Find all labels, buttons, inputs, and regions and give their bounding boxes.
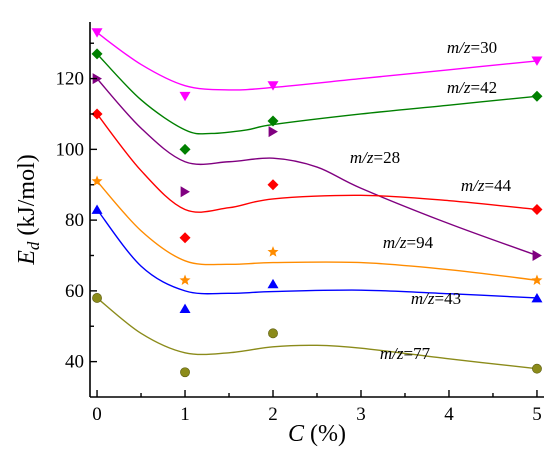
- series-label: m/z=42: [447, 78, 497, 97]
- data-point: [531, 204, 543, 215]
- x-tick-label: 1: [180, 404, 190, 425]
- y-tick-label: 40: [65, 352, 84, 373]
- fit-curve: [96, 209, 537, 299]
- x-axis-variable: C: [288, 421, 305, 447]
- data-point: [531, 292, 543, 303]
- y-tick-label: 100: [56, 139, 85, 160]
- axis-ticks: 0 1 2 3 4 5 40 60 80 100 120: [56, 42, 542, 425]
- y-tick-label: 120: [56, 69, 85, 90]
- data-point: [268, 126, 278, 138]
- data-point: [267, 179, 279, 191]
- data-point: [179, 91, 191, 102]
- series-label-suffix: =94: [407, 233, 434, 252]
- x-axis-title: C (%): [288, 421, 346, 447]
- fit-curve: [96, 53, 538, 135]
- data-point: [531, 56, 543, 66]
- series-label: m/z=77: [380, 344, 431, 363]
- series-label-prefix: m/z: [411, 289, 435, 308]
- data-point: [179, 232, 191, 244]
- series-label-suffix: =30: [471, 38, 498, 57]
- series-label-suffix: =43: [435, 289, 462, 308]
- data-point: [180, 186, 190, 198]
- series-label-prefix: m/z: [383, 233, 407, 252]
- data-point: [179, 274, 191, 285]
- series-labels: m/z=30m/z=42m/z=28m/z=44m/z=94m/z=43m/z=…: [350, 38, 512, 363]
- series-label: m/z=30: [447, 38, 497, 57]
- y-axis-subscript: d: [24, 241, 43, 250]
- data-point: [267, 81, 279, 91]
- y-tick-label: 80: [65, 210, 84, 231]
- data-point: [92, 293, 102, 303]
- series-label-prefix: m/z: [350, 148, 374, 167]
- data-point: [531, 90, 543, 102]
- series-label-prefix: m/z: [447, 78, 471, 97]
- x-tick-label: 5: [532, 404, 542, 425]
- data-point: [91, 108, 103, 120]
- y-axis-variable: E: [14, 250, 40, 266]
- data-point: [91, 48, 103, 60]
- data-point: [180, 367, 190, 378]
- series-label: m/z=43: [411, 289, 461, 308]
- series-label-prefix: m/z: [447, 38, 471, 57]
- x-axis-unit: (%): [304, 421, 346, 447]
- data-point: [91, 175, 103, 186]
- series-label-prefix: m/z: [380, 344, 404, 363]
- series-label-suffix: =42: [471, 78, 498, 97]
- series-label: m/z=94: [383, 233, 434, 252]
- fit-curve: [96, 113, 538, 213]
- fit-curve: [96, 32, 538, 91]
- data-points: [91, 28, 543, 378]
- fit-curve: [96, 180, 538, 281]
- data-point: [179, 143, 191, 155]
- x-tick-label: 4: [444, 404, 454, 425]
- x-tick-label: 2: [268, 404, 278, 425]
- series-label-suffix: =44: [485, 176, 512, 195]
- y-tick-label: 60: [65, 281, 84, 302]
- series-label-suffix: =28: [374, 148, 401, 167]
- fit-curves: [96, 32, 538, 370]
- y-axis-title: Ed (kJ/mol): [14, 154, 43, 266]
- data-point: [531, 274, 543, 285]
- data-point: [268, 328, 278, 339]
- data-point: [91, 204, 103, 214]
- data-point: [267, 115, 279, 127]
- data-point: [267, 246, 279, 257]
- x-tick-label: 0: [92, 404, 102, 425]
- y-axis-unit: (kJ/mol): [14, 154, 40, 241]
- data-point: [91, 28, 103, 38]
- series-label-suffix: =77: [404, 344, 431, 363]
- fit-curve: [96, 297, 538, 370]
- x-tick-label: 3: [356, 404, 366, 425]
- data-point: [532, 363, 542, 374]
- data-point: [92, 73, 102, 85]
- data-point: [267, 278, 279, 289]
- series-label-prefix: m/z: [461, 176, 485, 195]
- data-point: [179, 303, 191, 313]
- series-label: m/z=44: [461, 176, 512, 195]
- fit-curve: [96, 78, 538, 257]
- data-point: [532, 249, 542, 261]
- series-label: m/z=28: [350, 148, 400, 167]
